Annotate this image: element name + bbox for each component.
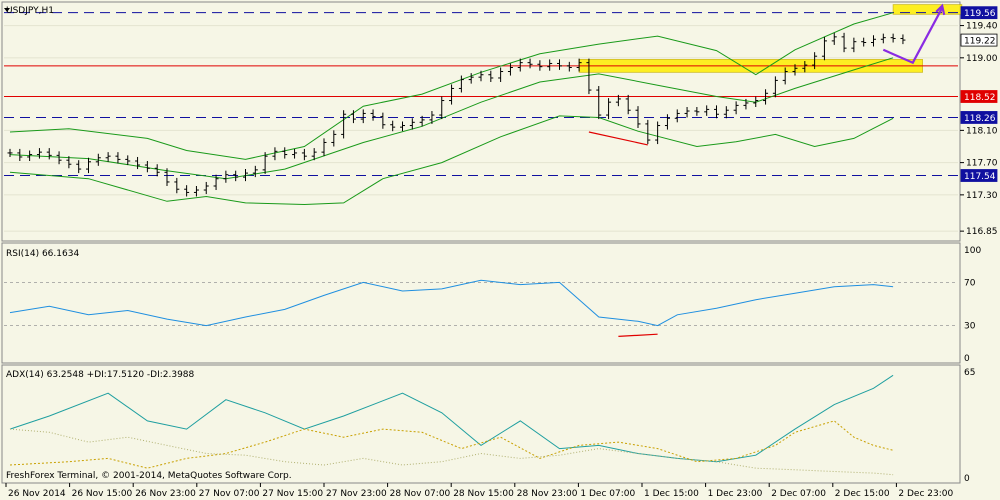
time-tick-label: 27 Nov 07:00 (199, 489, 260, 499)
price-tick-label: 118.10 (966, 126, 998, 136)
price-tick-label: 119.00 (966, 54, 998, 64)
price-annotations (588, 3, 946, 146)
price-bars (7, 32, 906, 197)
divergence-line (588, 131, 648, 146)
level-label-box (960, 90, 998, 103)
adx-axis: 65 0 (964, 368, 975, 484)
rsi-tick-label: 100 (964, 246, 981, 256)
level-label: 118.26 (964, 114, 996, 124)
price-tick-label: 117.30 (966, 191, 998, 201)
price-panel: 119.40 119.00 118.10 117.70 117.30 116.85 119.… (1, 1, 998, 242)
time-tick-label: 28 Nov 15:00 (453, 489, 514, 499)
time-tick-label: 2 Dec 15:00 (835, 489, 890, 499)
time-tick-label: 1 Dec 15:00 (644, 489, 699, 499)
panel-menu-triangle-icon[interactable] (4, 8, 10, 12)
forecast-arrowhead-icon (935, 3, 946, 16)
adx-panel: 65 0 ADX(14) 63.2548 +DI:17.5120 -DI:2.39… (1, 364, 975, 484)
forecast-arrow (882, 7, 944, 65)
time-tick-label: 2 Dec 07:00 (771, 489, 826, 499)
time-tick-label: 27 Nov 15:00 (262, 489, 323, 499)
rsi-series (9, 279, 894, 337)
level-label-box (960, 111, 998, 124)
rsi-panel: 100 70 30 0 RSI(14) 66.1634 (1, 242, 981, 364)
price-grid (4, 25, 958, 232)
level-label: 119.56 (964, 9, 996, 19)
time-axis: 26 Nov 2014 26 Nov 15:00 26 Nov 23:00 27 No… (5, 483, 953, 499)
bollinger-lower-line (9, 115, 894, 206)
adx-line (9, 374, 894, 463)
rsi-axis: 100 70 30 0 (964, 246, 981, 364)
level-label-box (960, 6, 998, 20)
rsi-label: RSI(14) 66.1634 (6, 249, 79, 259)
level-label-box (960, 169, 998, 182)
time-tick-label: 1 Dec 23:00 (708, 489, 763, 499)
time-tick-label: 28 Nov 23:00 (517, 489, 578, 499)
level-label-box (960, 33, 998, 47)
rsi-tick-label: 70 (964, 278, 976, 288)
price-tick-label: 116.85 (966, 227, 998, 237)
price-axis: 119.40 119.00 118.10 117.70 117.30 116.85 119.… (960, 6, 998, 237)
level-label: 118.52 (964, 93, 996, 103)
time-tick-label: 1 Dec 07:00 (580, 489, 635, 499)
adx-series (9, 374, 894, 476)
time-tick-label: 26 Nov 23:00 (135, 489, 196, 499)
rsi-tick-label: 0 (964, 354, 970, 364)
level-label: 117.54 (964, 172, 996, 182)
price-tick-label: 117.70 (966, 159, 998, 169)
time-tick-label: 2 Dec 23:00 (898, 489, 953, 499)
price-tick-label: 119.40 (966, 22, 998, 32)
rsi-divergence-line (618, 333, 658, 337)
level-label: 119.22 (964, 37, 996, 47)
adx-label: ADX(14) 63.2548 +DI:17.5120 -DI:2.3988 (6, 370, 195, 380)
time-tick-label: 26 Nov 15:00 (72, 489, 133, 499)
adx-tick-label: 0 (964, 474, 970, 484)
adx-tick-label: 65 (964, 368, 975, 378)
rsi-tick-label: 30 (964, 322, 976, 332)
time-tick-label: 28 Nov 07:00 (390, 489, 451, 499)
price-levels (4, 12, 958, 177)
rsi-line (9, 279, 894, 327)
time-tick-label: 27 Nov 23:00 (326, 489, 387, 499)
watermark: FreshForex Terminal, © 2001-2014, MetaQu… (6, 471, 292, 481)
chart-title: USDJPY,H1 (6, 6, 54, 16)
time-tick-label: 26 Nov 2014 (8, 489, 66, 499)
